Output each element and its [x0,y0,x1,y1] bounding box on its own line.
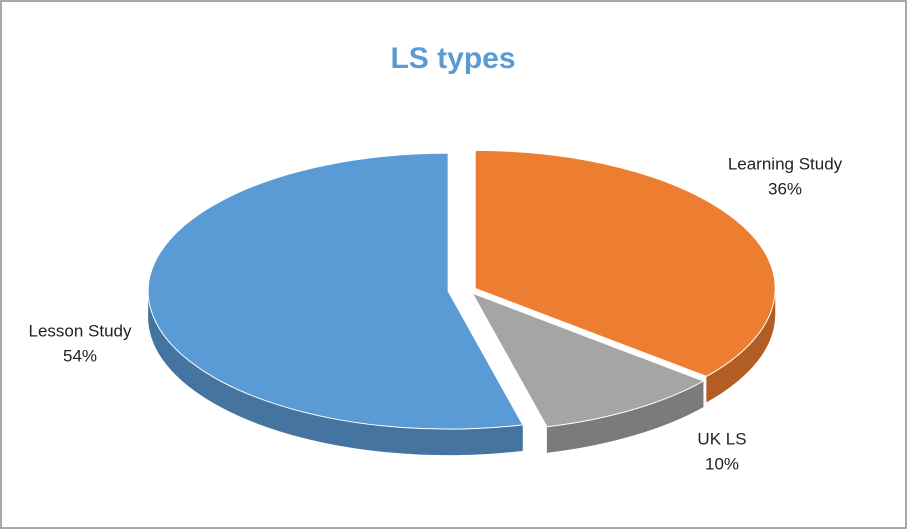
pie-slice [147,152,524,430]
pie-tops [147,149,776,430]
data-label-value: 10% [705,454,739,473]
pie-slice [474,149,776,377]
pie-side [546,381,704,453]
data-label-name: UK LS [697,429,746,448]
pie-side [148,291,523,456]
pie-side-shade [706,288,776,403]
chart-title: LS types [390,42,515,75]
data-label-name: Learning Study [728,154,843,173]
data-label-value: 54% [63,346,97,365]
pie-sides [148,288,776,456]
data-label-value: 36% [768,179,802,198]
pie-slice [471,292,705,428]
data-label-name: Lesson Study [28,321,132,340]
pie-side-shade [546,381,704,453]
pie-side-shade [148,291,523,456]
pie-side [706,288,776,403]
data-labels: Learning Study 36% UK LS 10% Lesson Study 54% [28,154,842,473]
